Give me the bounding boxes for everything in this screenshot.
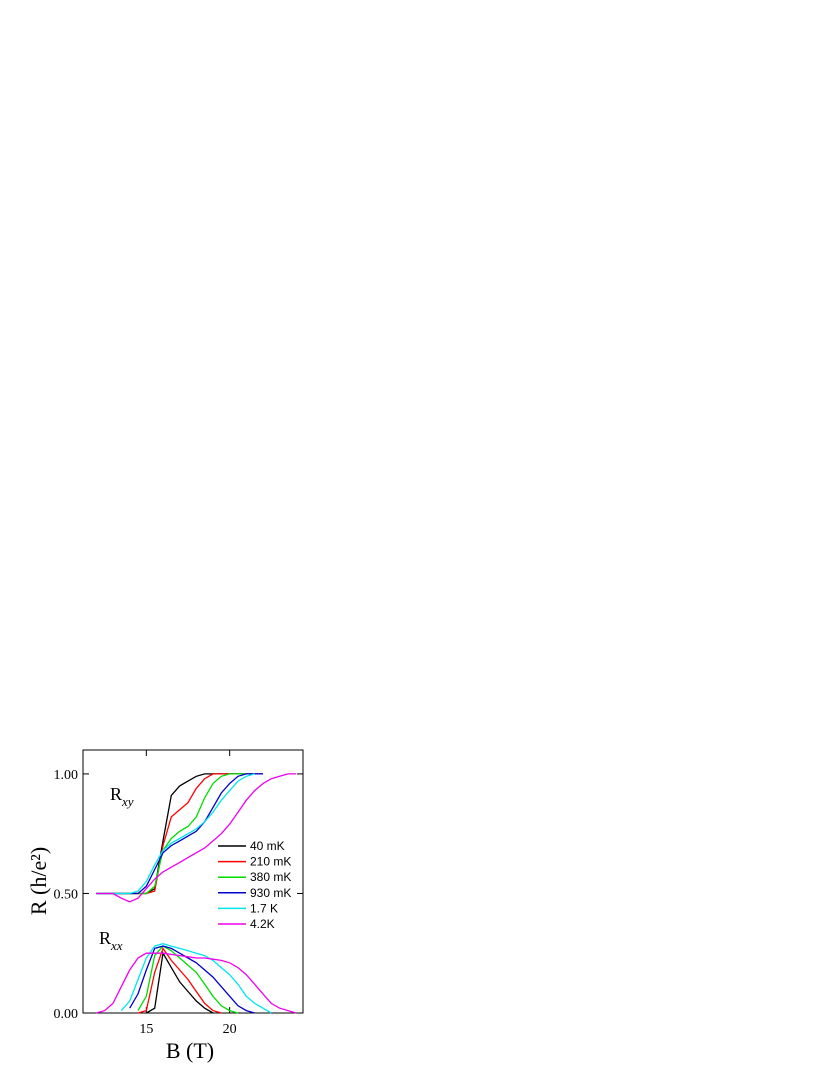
rxy-line <box>96 773 255 895</box>
legend-label: 4.2K <box>250 917 275 931</box>
annotation: Rxx <box>99 928 123 953</box>
legend-label: 380 mK <box>250 870 291 884</box>
annotation-sub: xy <box>121 794 134 809</box>
legend-label: 930 mK <box>250 886 291 900</box>
y-tick-label: 0.50 <box>54 887 79 902</box>
y-axis-label: R (h/e²) <box>26 847 51 915</box>
y-tick-label: 0.00 <box>54 1007 79 1022</box>
legend-label: 40 mK <box>250 839 285 853</box>
annotation: Rxy <box>110 784 134 809</box>
rxx-line <box>137 945 239 1014</box>
rxx-line <box>137 946 222 1014</box>
rxx-line <box>96 952 297 1014</box>
rxx-line <box>120 943 272 1014</box>
x-axis-label: B (T) <box>166 1038 214 1063</box>
x-tick-label: 15 <box>139 1022 153 1037</box>
rxx-line <box>145 951 214 1014</box>
annotation-text: R <box>110 784 122 804</box>
y-tick-label: 1.00 <box>54 768 79 783</box>
annotation-text: R <box>99 928 111 948</box>
rxx-line <box>129 945 255 1014</box>
rxy-line <box>96 773 297 903</box>
legend-label: 1.7 K <box>250 901 278 915</box>
x-tick-label: 20 <box>223 1022 237 1037</box>
plot-frame <box>82 749 304 1014</box>
annotation-sub: xx <box>110 938 123 953</box>
legend-label: 210 mK <box>250 855 291 869</box>
